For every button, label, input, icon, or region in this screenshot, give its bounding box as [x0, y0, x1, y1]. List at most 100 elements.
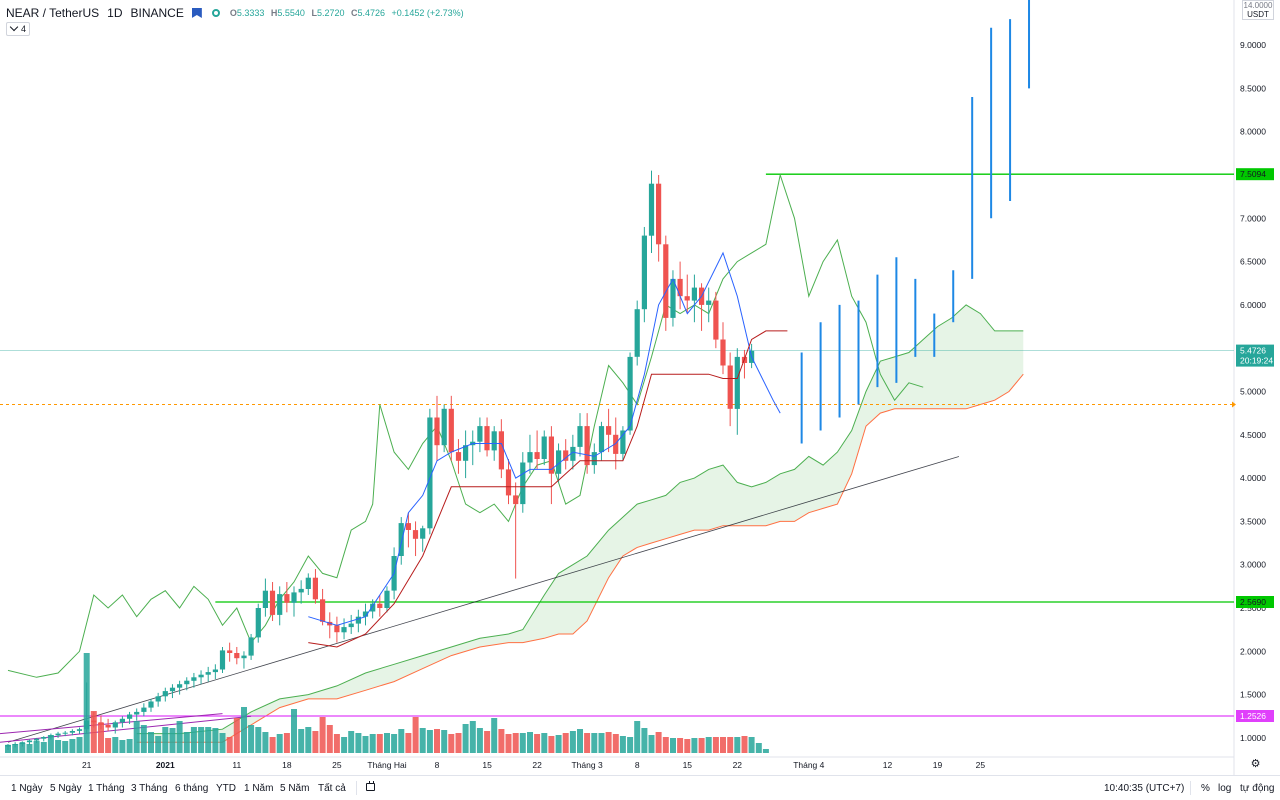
volume-bar: [705, 737, 712, 753]
volume-bar: [262, 732, 269, 753]
volume-bar: [555, 735, 562, 753]
x-tick-label: 25: [332, 760, 342, 770]
indicators-toggle[interactable]: 4: [6, 22, 31, 36]
symbol-name[interactable]: NEAR / TetherUS: [6, 6, 100, 20]
volume-bar: [205, 727, 212, 753]
volume-bar: [90, 711, 97, 753]
volume-bar: [105, 738, 112, 753]
calendar-icon[interactable]: [366, 781, 375, 791]
volume-bar: [98, 723, 104, 753]
high-value: 5.5540: [277, 8, 305, 18]
volume-bar: [712, 737, 719, 753]
volume-bar: [741, 736, 748, 753]
base-line: [308, 330, 788, 648]
price-unit-label[interactable]: 14.0000 USDT: [1242, 0, 1274, 20]
candle-body: [212, 669, 218, 673]
volume-bar: [426, 730, 433, 753]
volume-bar: [598, 733, 605, 753]
volume-bar: [255, 727, 262, 753]
volume-bar: [376, 734, 383, 753]
conversion-line: [308, 251, 781, 626]
gear-icon[interactable]: ⚙: [1250, 758, 1261, 770]
volume-bar: [419, 728, 426, 753]
volume-bar: [541, 733, 548, 753]
candle-body: [591, 452, 597, 466]
candle-body: [320, 599, 326, 622]
candle-body: [427, 417, 433, 529]
candle-body: [377, 603, 383, 608]
volume-bar: [269, 737, 276, 753]
y-tick-label: 1.5000: [1240, 690, 1266, 700]
volume-bar: [212, 728, 219, 753]
candle-body: [541, 436, 547, 459]
candle-body: [484, 426, 490, 451]
candle-body: [62, 732, 68, 734]
range-6m-button[interactable]: 6 tháng: [175, 783, 209, 794]
candle-body: [634, 309, 640, 357]
candle-body: [177, 684, 183, 688]
candle-body: [577, 426, 583, 447]
range-1m-button[interactable]: 1 Tháng: [88, 783, 125, 794]
unit-currency: USDT: [1247, 10, 1269, 19]
y-tick-label: 6.5000: [1240, 257, 1266, 267]
candle-body: [134, 711, 140, 715]
y-tick-label: 2.0000: [1240, 646, 1266, 656]
volume-bar: [176, 721, 183, 753]
volume-bar: [76, 737, 83, 753]
range-5y-button[interactable]: 5 Năm: [280, 783, 310, 794]
flag-icon[interactable]: [191, 8, 202, 18]
candle-body: [255, 608, 261, 638]
volume-bar: [441, 730, 448, 753]
candle-body: [613, 434, 619, 454]
price-chart[interactable]: 9.00008.50008.00007.50007.00006.50006.00…: [0, 0, 1280, 775]
y-tick-label: 8.0000: [1240, 127, 1266, 137]
candle-body: [141, 707, 147, 712]
volume-bar: [12, 744, 19, 753]
range-5d-button[interactable]: 5 Ngày: [50, 783, 82, 794]
log-toggle[interactable]: log: [1218, 783, 1232, 794]
volume-bar: [55, 740, 62, 753]
x-tick-label: 15: [482, 760, 492, 770]
volume-bar: [169, 728, 176, 753]
volume-bar: [698, 738, 705, 753]
x-tick-label: 8: [635, 760, 640, 770]
range-1d-button[interactable]: 1 Ngày: [11, 783, 43, 794]
chevron-down-icon: [9, 22, 19, 32]
auto-scale-toggle[interactable]: tự động: [1240, 783, 1275, 794]
range-1y-button[interactable]: 1 Năm: [244, 783, 274, 794]
volume-bar: [534, 734, 541, 753]
candle-body: [98, 722, 104, 725]
clock-label[interactable]: 10:40:35 (UTC+7): [1104, 783, 1185, 794]
volume-bar: [577, 729, 583, 753]
candle-body: [670, 278, 676, 318]
change-value: +0.1452 (+2.73%): [391, 8, 464, 18]
volume-bar: [369, 734, 376, 753]
range-3m-button[interactable]: 3 Tháng: [131, 783, 168, 794]
volume-bar: [562, 733, 569, 753]
volume-bar: [241, 707, 247, 753]
candle-body: [26, 740, 33, 743]
low-value: 5.2720: [316, 8, 345, 18]
volume-bar: [612, 734, 619, 753]
range-ytd-button[interactable]: YTD: [216, 783, 236, 794]
candle-body: [227, 650, 233, 653]
candle-body: [420, 528, 426, 539]
prev-close-marker: [1232, 401, 1236, 408]
volume-bar: [391, 734, 398, 753]
level-price-label: 1.2526: [1240, 711, 1266, 721]
volume-bar: [455, 733, 462, 753]
range-all-button[interactable]: Tất cả: [318, 783, 346, 794]
volume-bar: [398, 729, 405, 753]
candle-body: [234, 653, 240, 659]
x-tick-label: 15: [683, 760, 693, 770]
candle-body: [348, 623, 354, 628]
x-tick-label: 19: [933, 760, 943, 770]
percent-toggle[interactable]: %: [1201, 783, 1210, 794]
volume-bar: [634, 721, 641, 753]
volume-bar: [326, 725, 333, 753]
timeframe-label[interactable]: 1D: [107, 6, 123, 20]
candle-body: [720, 339, 726, 366]
candle-body: [384, 590, 390, 608]
y-tick-label: 3.5000: [1240, 516, 1266, 526]
y-tick-label: 1.0000: [1240, 733, 1266, 743]
